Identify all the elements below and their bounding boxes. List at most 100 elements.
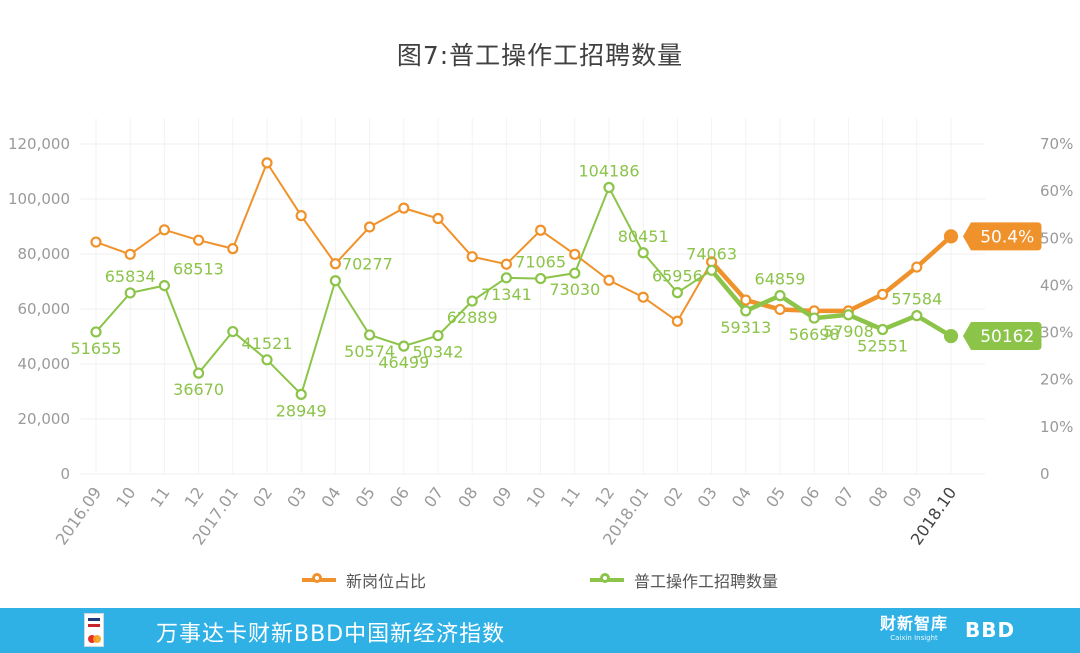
x-tick-label: 09 xyxy=(488,483,515,511)
hiring-point xyxy=(876,323,889,336)
hiring-point xyxy=(124,287,136,299)
hiring-point xyxy=(637,247,649,259)
hiring-data-label: 36670 xyxy=(173,380,224,399)
y-left-tick-label: 80,000 xyxy=(18,245,71,263)
x-tick-label: 10 xyxy=(112,483,139,511)
ratio-point xyxy=(774,303,786,316)
hiring-data-label: 46499 xyxy=(378,353,429,372)
hiring-point xyxy=(534,272,547,285)
hiring-point xyxy=(261,354,273,366)
hiring-point xyxy=(432,329,444,342)
ratio-point xyxy=(671,315,684,327)
x-tick-label: 10 xyxy=(523,483,550,511)
x-tick-label: 08 xyxy=(454,483,481,511)
x-tick-label: 07 xyxy=(420,483,447,511)
x-tick-label: 03 xyxy=(283,483,310,511)
x-tick-label: 06 xyxy=(386,483,413,511)
ratio-point xyxy=(261,157,273,169)
ratio-point xyxy=(227,243,239,255)
ratio-point xyxy=(398,202,410,214)
hiring-point xyxy=(943,328,959,344)
ratio-point xyxy=(569,248,581,260)
hiring-data-label: 57908 xyxy=(823,322,874,341)
footer-title: 万事达卡财新BBD中国新经济指数 xyxy=(156,622,506,647)
y-right-tick-label: 60% xyxy=(1040,182,1073,200)
x-tick-label: 05 xyxy=(762,483,789,511)
ratio-point xyxy=(158,224,170,236)
y-right-tick-label: 30% xyxy=(1040,324,1073,342)
hiring-point xyxy=(603,181,615,194)
hiring-line-thick xyxy=(709,268,953,338)
hiring-point xyxy=(364,329,376,341)
hiring-point xyxy=(705,264,718,276)
legend-label-hiring: 普工操作工招聘数量 xyxy=(634,572,779,591)
hiring-data-label: 52551 xyxy=(857,336,908,355)
y-right-tick-label: 70% xyxy=(1040,135,1073,153)
y-right-tick-label: 50% xyxy=(1040,229,1073,247)
line-chart: 020,00040,00060,00080,000100,000120,000 … xyxy=(8,118,1073,548)
x-tick-label: 11 xyxy=(146,483,173,511)
y-left-tick-label: 0 xyxy=(60,465,70,483)
ratio-point xyxy=(466,251,478,263)
hiring-point xyxy=(90,326,102,338)
hiring-data-label: 28949 xyxy=(276,401,327,420)
ratio-point xyxy=(943,229,959,244)
chart-title: 图7:普工操作工招聘数量 xyxy=(396,41,684,70)
ratio-point xyxy=(603,274,615,286)
hiring-point xyxy=(774,290,786,302)
ratio-point xyxy=(637,291,649,303)
x-tick-label: 08 xyxy=(865,483,892,511)
caixin-insight-logo: 财新智库 Caixin Insight xyxy=(880,614,948,643)
hiring-point xyxy=(500,272,512,284)
ratio-point xyxy=(500,258,512,270)
hiring-end-label-text: 50162 xyxy=(980,327,1034,347)
hiring-data-label: 70277 xyxy=(342,255,393,274)
hiring-point xyxy=(740,305,752,317)
hiring-point xyxy=(569,267,581,279)
x-tick-label: 02 xyxy=(249,483,276,511)
hiring-point xyxy=(227,325,239,338)
legend-label-ratio: 新岗位占比 xyxy=(346,572,427,591)
hiring-point xyxy=(398,340,410,352)
ratio-point xyxy=(432,212,444,225)
hiring-data-label: 50574 xyxy=(344,342,395,361)
hiring-data-label: 56698 xyxy=(789,325,840,344)
ratio-point xyxy=(90,236,102,248)
x-tick-label: 12 xyxy=(181,483,208,511)
ratio-line-thick xyxy=(709,234,953,314)
x-tick-label: 05 xyxy=(352,483,379,511)
y-right-tick-label: 40% xyxy=(1040,276,1073,294)
x-tick-label: 07 xyxy=(830,483,857,511)
x-tick-label: 04 xyxy=(728,483,755,511)
legend: 新岗位占比 普工操作工招聘数量 xyxy=(0,568,1080,594)
hiring-data-label: 50342 xyxy=(413,343,464,362)
legend-item-hiring[interactable]: 普工操作工招聘数量 xyxy=(590,568,778,592)
hiring-data-label: 68513 xyxy=(173,260,224,279)
hiring-point xyxy=(842,309,855,321)
x-tick-label: 09 xyxy=(899,483,926,511)
hiring-data-label: 57584 xyxy=(891,290,942,309)
x-tick-label: 02 xyxy=(659,483,686,511)
hiring-data-label: 73030 xyxy=(549,280,600,299)
ratio-point xyxy=(911,261,923,273)
x-tick-label: 11 xyxy=(557,483,584,511)
hiring-data-label: 64859 xyxy=(755,270,806,289)
hiring-data-label: 59313 xyxy=(720,318,771,337)
ratio-point xyxy=(534,224,547,236)
hiring-data-label: 41521 xyxy=(242,334,293,353)
caixin-insight-name: 财新智库 xyxy=(880,614,949,633)
ratio-end-label-text: 50.4% xyxy=(980,227,1034,247)
hiring-data-label: 71341 xyxy=(481,285,532,304)
hiring-point xyxy=(808,312,820,324)
y-left-tick-label: 120,000 xyxy=(8,135,70,153)
hiring-point xyxy=(193,367,205,379)
legend-item-ratio[interactable]: 新岗位占比 xyxy=(302,568,426,592)
ratio-end-label-tag xyxy=(963,222,1042,251)
x-tick-label: 06 xyxy=(796,483,823,511)
x-tick-label: 03 xyxy=(694,483,721,511)
y-left-tick-label: 40,000 xyxy=(18,355,71,373)
ratio-point xyxy=(364,221,376,233)
hiring-point xyxy=(295,388,307,400)
hiring-point xyxy=(671,287,684,299)
ratio-point xyxy=(295,210,307,222)
